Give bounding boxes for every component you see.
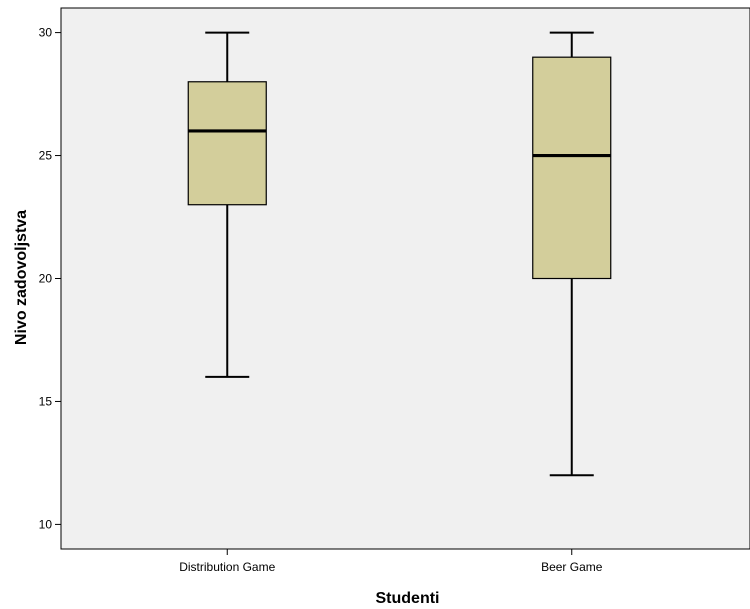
iqr-box xyxy=(187,81,267,206)
x-tick-label: Beer Game xyxy=(541,560,603,574)
y-tick-label: 25 xyxy=(39,149,53,163)
x-axis: Distribution Game Beer Game xyxy=(179,549,603,574)
y-tick-label: 30 xyxy=(39,26,53,40)
x-axis-title: Studenti xyxy=(376,590,440,607)
y-tick-label: 15 xyxy=(39,394,53,408)
box-1 xyxy=(187,31,267,378)
iqr-box xyxy=(532,56,612,280)
boxes-group xyxy=(187,31,612,477)
y-tick-label: 10 xyxy=(39,517,53,531)
y-tick-label: 20 xyxy=(39,272,53,286)
y-axis: 10 15 20 25 30 xyxy=(39,26,61,531)
x-tick-label: Distribution Game xyxy=(179,560,275,574)
box-2 xyxy=(532,31,612,477)
y-axis-title: Nivo zadovoljstva xyxy=(13,210,30,345)
plot-area xyxy=(60,7,750,550)
